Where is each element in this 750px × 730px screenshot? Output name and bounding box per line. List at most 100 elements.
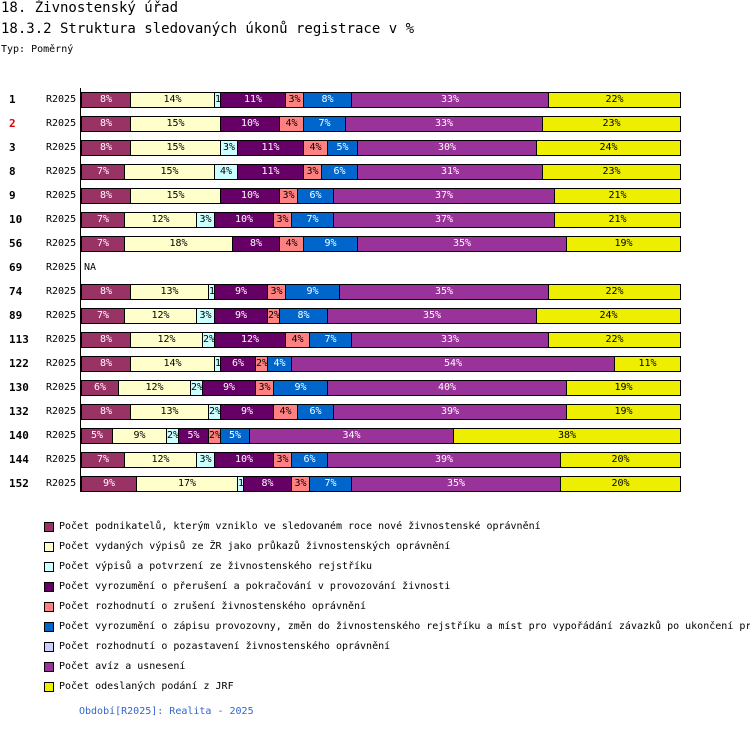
data-label: 35%: [434, 286, 454, 297]
bar-segment: 21%: [554, 213, 680, 227]
data-label: 3%: [282, 190, 295, 201]
bar-segment: 18%: [124, 237, 232, 251]
data-label: 6%: [333, 166, 346, 177]
bar-segment: 6%: [297, 405, 333, 419]
row-period-label: R2025: [46, 478, 77, 489]
bar-segment: 4%: [279, 237, 303, 251]
stacked-bar: 7% 15% 4% 11% 3% 6% 31% 23%: [81, 164, 681, 180]
bar-segment: 38%: [453, 429, 680, 443]
period-link[interactable]: Období[R2025]: Realita - 2025: [79, 706, 254, 717]
stacked-bar: 7% 12% 3% 10% 3% 7% 37% 21%: [81, 212, 681, 228]
data-label: 14%: [163, 94, 182, 105]
bar-segment: 11%: [237, 165, 303, 179]
data-label: 11%: [243, 94, 263, 105]
row-period-label: R2025: [46, 118, 77, 129]
bar-segment: 12%: [124, 453, 196, 467]
row-label: 69: [9, 261, 23, 274]
data-label: 20%: [611, 478, 630, 489]
bar-segment: 9%: [303, 237, 357, 251]
bar-segment: 11%: [220, 93, 285, 107]
bar-segment: 54%: [291, 357, 614, 371]
row-period-label: R2025: [46, 334, 77, 345]
stacked-bar: 8% 12% 2% 12% 4% 7% 33% 22%: [81, 332, 681, 348]
data-label: 39%: [440, 406, 460, 417]
data-label: 15%: [160, 166, 179, 177]
bar-segment: 33%: [351, 333, 548, 347]
legend-label: Počet podnikatelů, kterým vzniklo ve sle…: [59, 521, 541, 532]
bar-segment: 3%: [220, 141, 237, 155]
row-label: 89: [9, 309, 23, 322]
data-label: 35%: [452, 238, 472, 249]
data-label: 8%: [249, 238, 263, 249]
data-label: 4%: [273, 358, 286, 369]
bar-segment: 4%: [303, 141, 327, 155]
bar-segment: 15%: [130, 117, 220, 131]
chart-type-label: Typ: Poměrný: [1, 44, 74, 55]
row-label: 140: [9, 429, 29, 442]
bar-segment: 35%: [357, 237, 566, 251]
data-label: 5%: [187, 430, 200, 441]
row-period-label: R2025: [46, 262, 77, 273]
bar-segment: 4%: [267, 357, 291, 371]
bar-segment: 10%: [214, 453, 273, 467]
data-label: 3%: [294, 478, 307, 489]
bar-segment: 39%: [333, 405, 566, 419]
data-label: 3%: [270, 286, 283, 297]
data-label: 2%: [167, 430, 180, 441]
bar-segment: 21%: [554, 189, 680, 203]
bar-segment: 3%: [196, 213, 214, 227]
data-label: 54%: [443, 358, 463, 369]
bar-segment: 3%: [255, 381, 273, 395]
bar-segment: 33%: [345, 117, 542, 131]
bar-segment: 11%: [237, 141, 303, 155]
bar-segment: 9%: [214, 285, 267, 299]
bar-segment: 8%: [82, 93, 130, 107]
bar-segment: 13%: [130, 285, 208, 299]
row-label: 1: [9, 93, 16, 106]
data-label: 19%: [614, 382, 633, 393]
bar-segment: 34%: [249, 429, 453, 443]
bar-segment: 31%: [357, 165, 542, 179]
bar-segment: 3%: [303, 165, 321, 179]
bar-segment: 8%: [82, 405, 130, 419]
bar-segment: 3%: [267, 285, 285, 299]
row-period-label: R2025: [46, 142, 77, 153]
bar-segment: 3%: [273, 213, 291, 227]
data-label: 4%: [291, 334, 304, 345]
data-label: 8%: [261, 478, 274, 489]
data-label: 33%: [434, 118, 454, 129]
bar-segment: 14%: [130, 357, 214, 371]
stacked-bar: 8%13%1%9%3%9%35%22%: [81, 284, 681, 300]
bar-segment: 23%: [542, 165, 680, 179]
data-label: 19%: [614, 406, 633, 417]
data-label: 22%: [605, 334, 624, 345]
data-label: 2%: [209, 406, 222, 417]
data-label: 18%: [169, 238, 188, 249]
data-label: 9%: [240, 406, 254, 417]
data-label: 3%: [276, 454, 289, 465]
bar-segment: 2%: [267, 309, 280, 323]
bar-segment: 7%: [309, 477, 351, 491]
legend-label: Počet vyrozumění o přerušení a pokračová…: [59, 581, 451, 592]
bar-segment: 12%: [130, 333, 202, 347]
bar-segment: 2%: [208, 429, 221, 443]
na-label: NA: [84, 262, 97, 273]
data-label: 6%: [93, 382, 107, 393]
data-label: 23%: [602, 118, 621, 129]
data-label: 30%: [437, 142, 457, 153]
data-label: 17%: [177, 478, 197, 489]
bar-segment: 3%: [273, 453, 291, 467]
data-label: 35%: [446, 478, 466, 489]
row-label: 113: [9, 333, 29, 346]
row-label: 144: [9, 453, 29, 466]
data-label: 33%: [440, 94, 460, 105]
data-label: 15%: [166, 190, 185, 201]
bar-segment: 7%: [82, 165, 124, 179]
row-period-label: R2025: [46, 286, 77, 297]
bar-segment: 35%: [339, 285, 548, 299]
stacked-bar: 8% 15% 10% 4% 7% 33% 23%: [81, 116, 681, 132]
data-label: 11%: [638, 358, 657, 369]
row-label: 3: [9, 141, 16, 154]
legend-label: Počet rozhodnutí o zrušení živnostenskéh…: [59, 601, 367, 612]
data-label: 12%: [145, 382, 164, 393]
